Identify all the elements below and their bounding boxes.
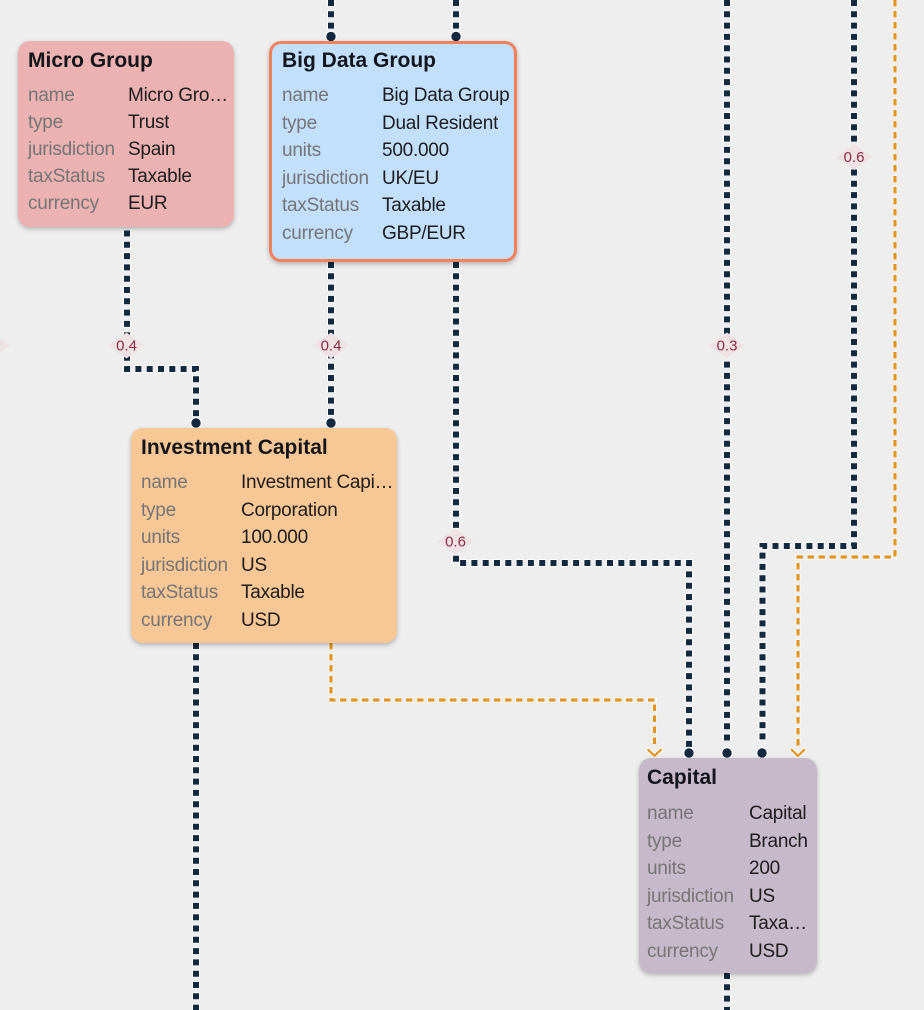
svg-text:0.6: 0.6	[844, 149, 865, 166]
svg-text:0.4: 0.4	[116, 338, 137, 355]
svg-text:0.6: 0.6	[445, 534, 466, 551]
svg-text:0.4: 0.4	[321, 338, 342, 355]
svg-text:0.3: 0.3	[717, 338, 738, 355]
